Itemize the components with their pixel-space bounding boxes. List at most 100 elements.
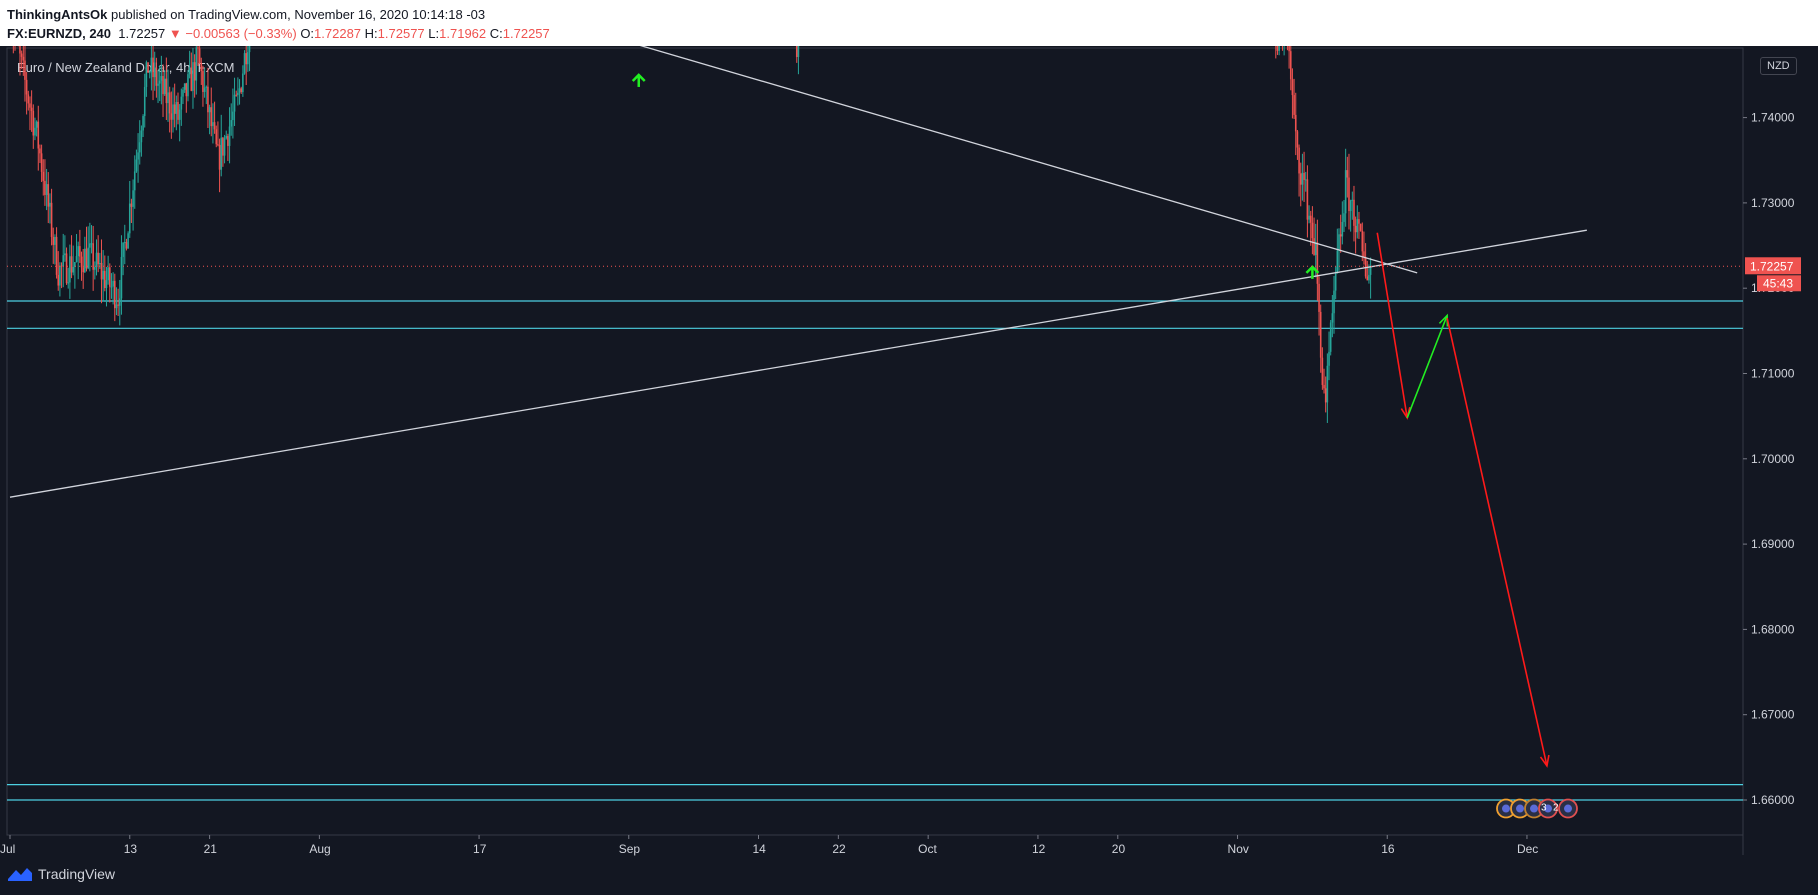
- candle-body: [168, 92, 171, 114]
- candle-body: [1321, 357, 1324, 385]
- candle-body: [1361, 230, 1364, 252]
- candle-body: [212, 122, 214, 127]
- candle-body: [165, 78, 168, 104]
- tradingview-logo-icon: [8, 868, 32, 881]
- high-label: H:: [364, 26, 378, 41]
- candle-body: [157, 83, 159, 86]
- candle-body: [1344, 170, 1347, 214]
- last-price: 1.72257: [118, 26, 166, 41]
- candle-body: [20, 53, 23, 57]
- candle-body: [137, 152, 139, 160]
- candle-body: [102, 270, 104, 280]
- price-change: ▼ −0.00563 (−0.33%): [168, 26, 297, 41]
- candle-body: [1318, 283, 1320, 312]
- candle-body: [230, 120, 233, 127]
- candle-body: [1334, 273, 1337, 291]
- candle-body: [80, 256, 83, 268]
- candle-body: [75, 256, 78, 263]
- candle-body: [1304, 179, 1307, 181]
- candle-body: [222, 137, 224, 156]
- author-name[interactable]: ThinkingAntsOk: [7, 7, 108, 22]
- candle-body: [60, 265, 63, 267]
- x-axis-tick-label: Nov: [1228, 842, 1249, 856]
- candle-body: [59, 265, 61, 286]
- candle-body: [1366, 276, 1369, 281]
- candle-body: [34, 127, 36, 136]
- currency-badge[interactable]: NZD: [1760, 57, 1797, 75]
- candle-body: [55, 236, 58, 275]
- candle-body: [29, 103, 31, 108]
- candle-body: [182, 89, 184, 97]
- price-chart[interactable]: Euro / New Zealand Dollar, 4h, FXCM 1.660…: [0, 46, 1818, 895]
- candle-body: [97, 252, 99, 265]
- candle-body: [190, 67, 193, 91]
- countdown-label: 45:43: [1763, 276, 1793, 290]
- candle-body: [205, 86, 208, 88]
- candle-body: [52, 236, 55, 245]
- candle-body: [1348, 177, 1350, 212]
- candle-body: [1341, 221, 1344, 237]
- candle-body: [42, 171, 45, 181]
- arrow-head: [631, 73, 646, 82]
- y-axis-tick-label: 1.68000: [1751, 622, 1795, 636]
- candle-body: [158, 80, 161, 84]
- y-axis-tick-label: 1.69000: [1751, 537, 1795, 551]
- candle-body: [77, 246, 79, 257]
- candle-body: [1333, 290, 1335, 314]
- chart-frame: [0, 46, 1818, 895]
- event-marker-count: 3: [1541, 803, 1547, 814]
- candle-body: [104, 270, 106, 289]
- candle-body: [112, 280, 114, 287]
- candle-body: [1294, 114, 1297, 132]
- candle-body: [207, 86, 209, 113]
- candle-body: [1356, 219, 1359, 233]
- candle-body: [210, 107, 213, 127]
- candle-body: [87, 247, 89, 269]
- candle-body: [37, 121, 40, 149]
- candle-body: [109, 267, 111, 287]
- candle-series: [12, 46, 1372, 423]
- event-marker-dot: [1516, 804, 1524, 813]
- y-axis-tick-label: 1.66000: [1751, 793, 1795, 807]
- tradingview-logo[interactable]: TradingView: [8, 864, 115, 884]
- candle-body: [248, 46, 251, 53]
- x-axis-tick-label: 20: [1112, 842, 1126, 856]
- candle-body: [170, 113, 173, 120]
- candle-body: [27, 94, 30, 104]
- candle-body: [1349, 200, 1352, 212]
- candle-body: [99, 262, 101, 265]
- candle-body: [127, 233, 129, 249]
- x-axis-tick-label: Oct: [918, 842, 937, 856]
- close-label: C:: [489, 26, 503, 41]
- candle-body: [195, 47, 198, 81]
- candle-body: [1308, 215, 1310, 220]
- tradingview-logo-text: TradingView: [38, 866, 116, 882]
- candle-body: [40, 153, 43, 172]
- projection-head: [1438, 313, 1449, 327]
- candle-body: [243, 53, 246, 74]
- candle-body: [187, 74, 189, 97]
- x-axis-tick-label: Dec: [1517, 842, 1538, 856]
- candle-body: [172, 104, 174, 120]
- candle-body: [143, 87, 146, 117]
- event-marker-dot: [1544, 804, 1552, 813]
- candle-body: [220, 137, 223, 170]
- candle-body: [135, 159, 138, 172]
- candle-body: [25, 79, 28, 95]
- x-axis-tick-label: 13: [124, 842, 138, 856]
- candle-body: [62, 255, 65, 267]
- candle-body: [185, 83, 188, 97]
- candle-body: [215, 129, 218, 145]
- candle-body: [125, 242, 128, 249]
- candle-body: [84, 248, 86, 273]
- symbol-label[interactable]: FX:EURNZD, 240: [7, 26, 112, 41]
- candle-body: [1288, 46, 1290, 52]
- candle-body: [1331, 313, 1334, 323]
- candle-body: [242, 73, 244, 93]
- candle-body: [19, 46, 21, 54]
- candle-body: [39, 148, 41, 154]
- candle-body: [54, 236, 56, 245]
- candle-body: [198, 48, 201, 64]
- arrow-head: [1305, 265, 1320, 274]
- candle-body: [1296, 131, 1299, 148]
